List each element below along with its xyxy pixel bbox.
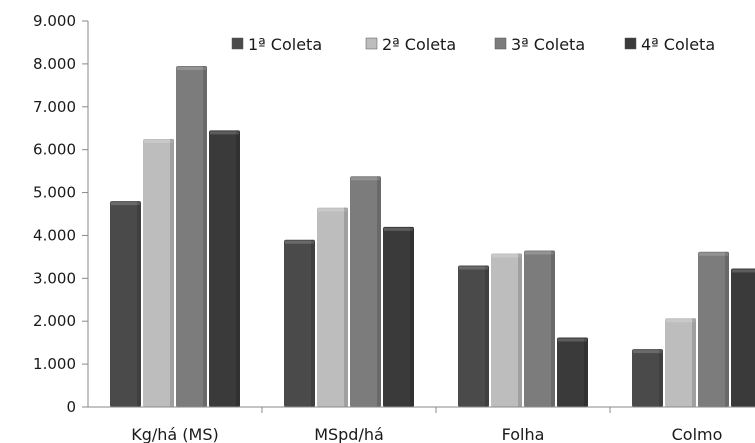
bar-body bbox=[209, 130, 240, 407]
bar-body bbox=[110, 201, 141, 407]
bar-shade bbox=[551, 250, 555, 407]
bar-body bbox=[458, 265, 489, 407]
bar-highlight bbox=[210, 131, 239, 135]
bar-body bbox=[284, 239, 315, 407]
y-tick-label: 0 bbox=[66, 398, 76, 416]
bar-4-4 bbox=[731, 268, 755, 407]
bar-2-1 bbox=[143, 138, 174, 407]
bar-highlight bbox=[666, 319, 695, 323]
bar-shade bbox=[344, 207, 348, 407]
bar-shade bbox=[236, 130, 240, 407]
bar-shade bbox=[725, 251, 729, 407]
legend-item: 3ª Coleta bbox=[494, 35, 585, 54]
y-tick-label: 7.000 bbox=[33, 98, 76, 116]
bar-4-2 bbox=[383, 226, 414, 407]
bar-2-3 bbox=[491, 253, 522, 407]
bar-highlight bbox=[558, 338, 587, 342]
bar-3-2 bbox=[350, 176, 381, 407]
bar-highlight bbox=[459, 266, 488, 270]
legend-swatch bbox=[231, 37, 244, 50]
bar-highlight bbox=[384, 227, 413, 231]
bar-3-1 bbox=[176, 66, 207, 408]
x-category-label: Folha bbox=[502, 425, 545, 443]
y-tick-label: 2.000 bbox=[33, 312, 76, 330]
bar-body bbox=[350, 176, 381, 407]
legend-item: 4ª Coleta bbox=[624, 35, 715, 54]
bar-highlight bbox=[111, 202, 140, 206]
bar-highlight bbox=[144, 139, 173, 143]
bar-1-1 bbox=[110, 201, 141, 407]
bar-3-4 bbox=[698, 251, 729, 407]
y-tick-label: 4.000 bbox=[33, 226, 76, 244]
legend: 1ª Coleta 2ª Coleta 3ª Coleta 4ª Coleta bbox=[231, 35, 715, 54]
legend-label: 1ª Coleta bbox=[248, 35, 322, 54]
y-tick-label: 3.000 bbox=[33, 269, 76, 287]
bar-3-3 bbox=[524, 250, 555, 407]
x-category-label: MSpd/há bbox=[314, 425, 384, 443]
legend-swatch bbox=[624, 37, 637, 50]
bar-body bbox=[557, 337, 588, 407]
bar-body bbox=[491, 253, 522, 407]
y-tick-label: 9.000 bbox=[33, 12, 76, 30]
x-axis-categories: Kg/há (MS) MSpd/há Folha Colmo bbox=[131, 425, 722, 443]
bar-shade bbox=[410, 226, 414, 407]
legend-item: 1ª Coleta bbox=[231, 35, 322, 54]
bar-body bbox=[176, 66, 207, 408]
bar-highlight bbox=[492, 254, 521, 258]
bar-shade bbox=[692, 318, 696, 407]
bar-highlight bbox=[318, 208, 347, 212]
y-tick-label: 5.000 bbox=[33, 184, 76, 202]
bar-shade bbox=[659, 349, 663, 407]
bar-body bbox=[143, 138, 174, 407]
legend-label: 2ª Coleta bbox=[382, 35, 456, 54]
bar-body bbox=[317, 207, 348, 407]
y-tick-label: 8.000 bbox=[33, 55, 76, 73]
y-tick-label: 6.000 bbox=[33, 141, 76, 159]
bar-1-2 bbox=[284, 239, 315, 407]
x-category-label: Colmo bbox=[672, 425, 723, 443]
bars bbox=[110, 66, 755, 408]
bar-highlight bbox=[285, 240, 314, 244]
bar-2-2 bbox=[317, 207, 348, 407]
bar-body bbox=[383, 226, 414, 407]
bar-2-4 bbox=[665, 318, 696, 407]
bar-body bbox=[524, 250, 555, 407]
bar-highlight bbox=[699, 252, 728, 256]
bar-shade bbox=[170, 138, 174, 407]
bar-highlight bbox=[351, 177, 380, 181]
bar-highlight bbox=[633, 350, 662, 354]
x-axis-ticks bbox=[261, 407, 611, 413]
x-category-label: Kg/há (MS) bbox=[131, 425, 219, 443]
legend-label: 4ª Coleta bbox=[641, 35, 715, 54]
bar-shade bbox=[203, 66, 207, 408]
bar-highlight bbox=[525, 251, 554, 255]
bar-4-3 bbox=[557, 337, 588, 407]
y-axis-ticks: 0 1.000 2.000 3.000 4.000 5.000 6.000 7.000 8.00… bbox=[33, 12, 88, 416]
bar-1-4 bbox=[632, 349, 663, 407]
bar-highlight bbox=[177, 67, 206, 71]
legend-swatch bbox=[494, 37, 507, 50]
legend-label: 3ª Coleta bbox=[511, 35, 585, 54]
bar-shade bbox=[485, 265, 489, 407]
bar-body bbox=[632, 349, 663, 407]
bar-shade bbox=[311, 239, 315, 407]
bar-body bbox=[731, 268, 755, 407]
bar-shade bbox=[377, 176, 381, 407]
legend-swatch bbox=[365, 37, 378, 50]
legend-item: 2ª Coleta bbox=[365, 35, 456, 54]
y-tick-label: 1.000 bbox=[33, 355, 76, 373]
bar-shade bbox=[137, 201, 141, 407]
bar-body bbox=[698, 251, 729, 407]
bar-highlight bbox=[732, 269, 755, 273]
bar-4-1 bbox=[209, 130, 240, 407]
bar-body bbox=[665, 318, 696, 407]
bar-shade bbox=[584, 337, 588, 407]
bar-shade bbox=[518, 253, 522, 407]
bar-1-3 bbox=[458, 265, 489, 407]
